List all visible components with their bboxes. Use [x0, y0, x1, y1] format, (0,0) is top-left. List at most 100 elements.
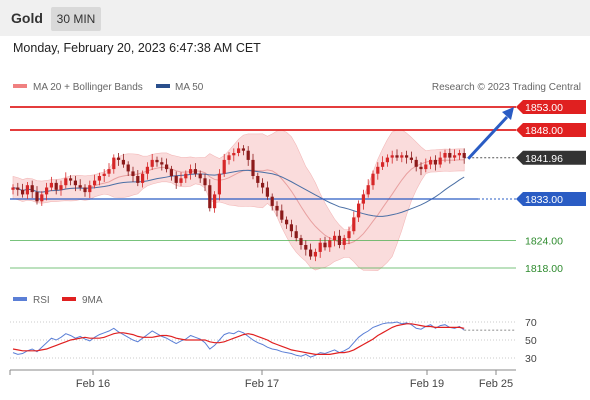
candle-body [83, 187, 87, 193]
candle-body [395, 155, 399, 158]
candle-body [371, 173, 375, 186]
candle-body [246, 150, 250, 160]
candle-body [433, 159, 437, 165]
candle-body [165, 164, 169, 170]
candle-body [289, 224, 293, 232]
candle-body [169, 169, 173, 176]
candle-body [97, 176, 101, 181]
candle-body [150, 159, 154, 167]
candle-body [126, 164, 130, 172]
rsi-tick-label: 70 [525, 317, 537, 329]
bollinger-band-area [12, 129, 465, 271]
candle-body [285, 219, 289, 225]
candle-body [25, 185, 29, 195]
candle-body [409, 157, 413, 160]
candle-body [145, 166, 149, 174]
candle-body [294, 231, 298, 239]
level-label: 1848.00 [525, 125, 563, 137]
rsi-tick-label: 30 [525, 353, 537, 365]
candle-body [40, 194, 44, 202]
candle-body [21, 189, 25, 195]
x-tick-label: Feb 16 [76, 378, 110, 390]
candle-body [78, 185, 82, 188]
candle-body [352, 217, 356, 232]
rsi-legend-swatch [13, 297, 27, 301]
candle-body [309, 249, 313, 257]
candle-body [155, 159, 159, 163]
ma50-legend: MA 50 [175, 82, 204, 93]
candle-body [30, 185, 34, 193]
ma50-legend-swatch [156, 84, 170, 88]
chart-header: Gold 30 MIN [0, 0, 590, 36]
candle-body [107, 169, 111, 174]
level-label: 1833.00 [525, 194, 563, 206]
candle-body [49, 182, 53, 188]
candle-body [112, 157, 116, 170]
candle-body [438, 157, 442, 165]
candle-body [270, 196, 274, 206]
rsi-ma-line [12, 323, 465, 355]
candle-body [448, 153, 452, 158]
candle-body [213, 194, 217, 209]
forecast-arrow-head [502, 107, 514, 120]
candle-body [342, 238, 346, 245]
candle-body [11, 187, 15, 190]
rsi-ma-legend: 9MA [82, 295, 103, 306]
candle-body [93, 180, 97, 186]
candle-body [256, 176, 260, 183]
candle-body [429, 159, 433, 165]
candle-body [45, 187, 49, 195]
candle-body [357, 203, 361, 218]
candle-body [265, 187, 269, 197]
level-tag [516, 150, 586, 165]
candle-body [222, 159, 226, 174]
candle-body [64, 178, 68, 186]
candle-body [131, 171, 135, 176]
candle-body [333, 235, 337, 241]
candle-body [275, 205, 279, 211]
level-label: 1824.00 [525, 235, 563, 247]
candle-body [443, 153, 447, 158]
candle-body [337, 235, 341, 245]
candle-body [400, 155, 404, 158]
candle-body [381, 162, 385, 167]
candle-body [217, 173, 221, 195]
candle-body [102, 173, 106, 176]
candle-body [179, 178, 183, 183]
candle-body [390, 155, 394, 158]
copyright-text: Research © 2023 Trading Central [432, 82, 581, 93]
ma-bollinger-legend-swatch [13, 84, 27, 88]
candle-body [361, 194, 365, 204]
candle-body [304, 245, 308, 250]
candle-body [136, 176, 140, 183]
candle-body [405, 155, 409, 158]
candle-body [462, 153, 466, 158]
candle-body [241, 148, 245, 151]
candle-body [280, 210, 284, 220]
ma-bollinger-legend: MA 20 + Bollinger Bands [33, 82, 143, 93]
candle-body [414, 159, 418, 167]
candle-body [313, 251, 317, 257]
candle-body [117, 157, 121, 160]
x-tick-label: Feb 17 [245, 378, 279, 390]
instrument-title: Gold [11, 10, 43, 26]
candle-body [189, 169, 193, 174]
candle-body [424, 164, 428, 170]
level-label: 1853.00 [525, 102, 563, 114]
candle-body [88, 185, 92, 193]
candle-body [141, 173, 145, 183]
x-tick-label: Feb 19 [410, 378, 444, 390]
candle-body [366, 185, 370, 195]
candle-body [160, 162, 164, 165]
candle-body [227, 155, 231, 160]
candle-body [54, 182, 58, 190]
candle-body [261, 182, 265, 188]
candle-body [208, 185, 212, 209]
timeframe-badge[interactable]: 30 MIN [51, 7, 101, 31]
level-tag [516, 192, 586, 206]
candle-body [453, 155, 457, 158]
candle-body [232, 153, 236, 156]
candle-body [251, 159, 255, 176]
timestamp: Monday, February 20, 2023 6:47:38 AM CET [13, 41, 261, 55]
